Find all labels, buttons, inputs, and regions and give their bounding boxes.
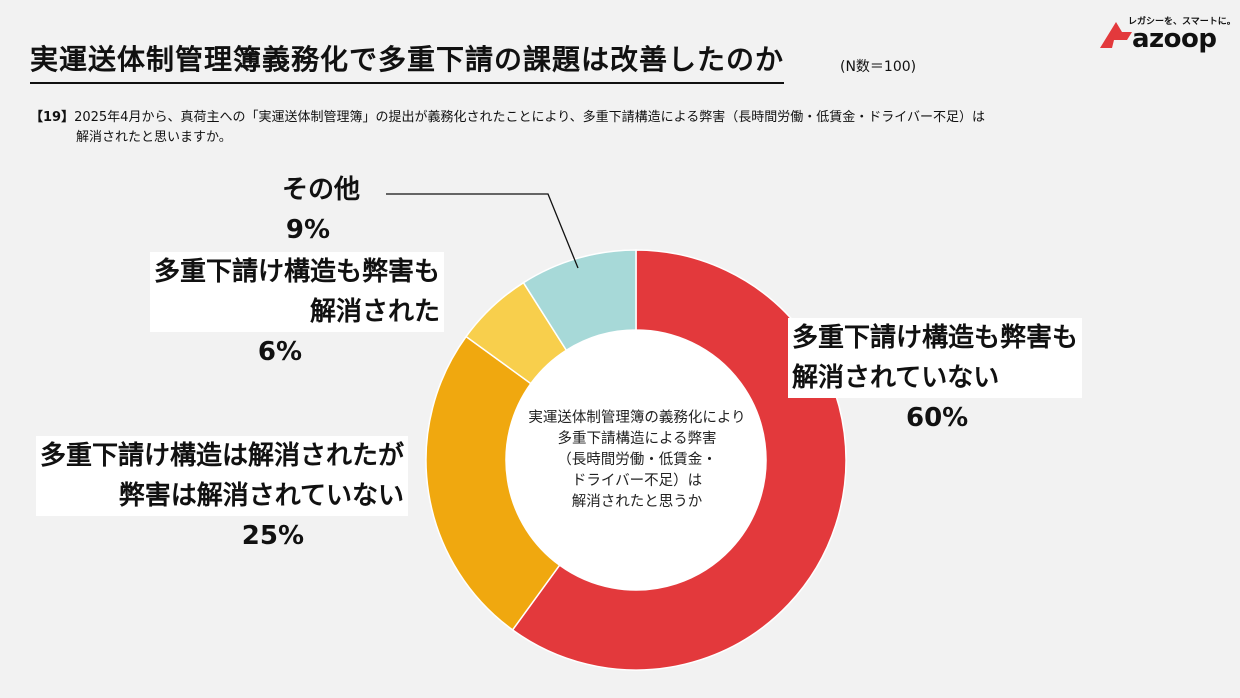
logo-brand: azoop [1132,24,1217,54]
donut-hole [506,330,766,590]
question-text-line1: 2025年4月から、真荷主への「実運送体制管理簿」の提出が義務化されたことにより… [74,110,986,125]
slice-label-line: 弊害は解消されていない [36,476,409,516]
sample-size-note: (N数＝100) [840,59,917,75]
logo-mark-icon [1100,22,1132,48]
donut-center-text: 実運送体制管理簿の義務化により 多重下請構造による弊害 （長時間労働・低賃金・ ドライ… [510,408,764,513]
slice-label-line: 多重下請け構造も弊害も [150,252,445,292]
slice-percent-label: 9% [285,215,331,245]
center-text-line: 解消されたと思うか [571,494,703,510]
slice-percent-label: 6% [257,337,303,367]
page-title: 実運送体制管理簿義務化で多重下請の課題は改善したのか [30,38,785,84]
center-text-line: 多重下請構造による弊害 [557,431,717,447]
question-number: 【19】 [30,110,75,125]
slice-other [522,249,637,352]
label-other: その他 9% [278,170,364,250]
survey-question: 【19】2025年4月から、真荷主への「実運送体制管理簿」の提出が義務化されたこ… [30,108,1200,148]
center-text-line: 実運送体制管理簿の義務化により [528,410,746,426]
center-text-line: （長時間労働・低賃金・ [557,452,717,468]
label-both-resolved: 多重下請け構造も弊害も 解消された 6% [150,252,445,372]
slice-label-line: その他 [282,175,361,205]
slice-percent-label: 60% [906,403,969,433]
slice-label-line: 多重下請け構造は解消されたが [36,436,409,476]
slice-percent-label: 25% [241,521,305,551]
label-structure-resolved-harm-not: 多重下請け構造は解消されたが 弊害は解消されていない 25% [36,436,409,556]
slice-label-line: 解消されていない [788,358,1083,398]
other-leader-line [386,193,579,269]
slice-label-line: 解消された [150,292,445,332]
center-text-line: ドライバー不足）は [571,473,703,489]
label-not-resolved: 多重下請け構造も弊害も 解消されていない 60% [788,318,1083,438]
slice-label-line: 多重下請け構造も弊害も [788,318,1083,358]
logo-tagline: レガシーを、スマートに。 [1128,17,1236,27]
question-text-line2: 解消されたと思いますか。 [76,130,232,145]
company-logo: レガシーを、スマートに。 azoop [1098,14,1236,54]
